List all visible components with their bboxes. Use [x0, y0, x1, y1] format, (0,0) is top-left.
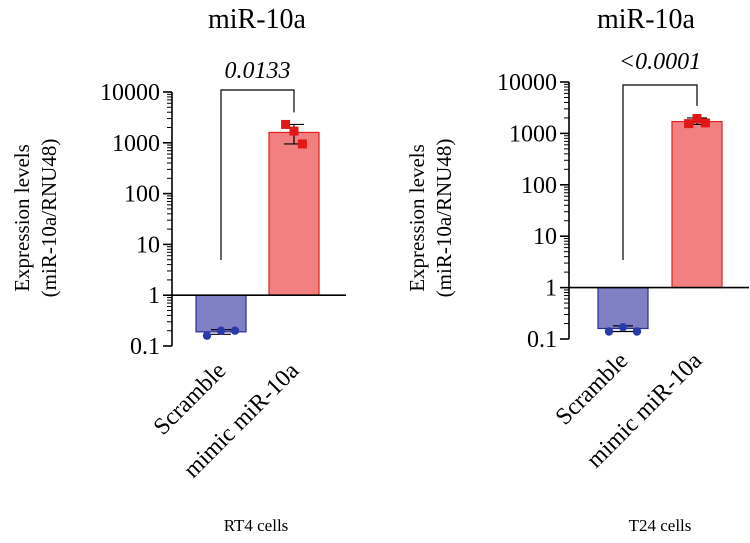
panel-rt4-subtitle: RT4 cells [224, 516, 289, 535]
data-point-mimic [700, 118, 710, 128]
data-point-scramble [632, 327, 642, 336]
y-tick-label: 0.1 [130, 334, 160, 360]
y-tick-label: 10000 [100, 80, 160, 106]
data-point-scramble [216, 326, 226, 335]
panel-rt4-marks: 0.0133 [195, 58, 320, 340]
p-value-annotation: 0.0133 [225, 58, 291, 84]
y-tick-label: 0.1 [527, 327, 557, 353]
panel-t24-marks: <0.0001 [597, 49, 723, 336]
panel-rt4: miR-10a Expression levels (miR-10a/RNU48… [10, 4, 346, 535]
y-tick-label: 1 [545, 276, 557, 302]
y-tick-label: 100 [521, 173, 557, 199]
significance-bracket [622, 84, 698, 260]
bar-mimic-mir-10a [671, 120, 723, 289]
data-point-mimic [684, 119, 694, 129]
y-tick-label: 10000 [497, 70, 557, 96]
significance-bracket [220, 89, 295, 260]
bar-scramble [597, 287, 649, 330]
panel-t24-ylabel-line1: Expression levels [405, 144, 429, 292]
data-point-scramble [230, 326, 240, 335]
data-point-mimic [297, 139, 307, 149]
data-point-scramble [202, 331, 212, 340]
data-point-mimic [289, 126, 299, 136]
y-tick-label: 10 [533, 224, 557, 250]
p-value-annotation: <0.0001 [619, 49, 701, 75]
data-point-mimic [692, 113, 702, 123]
data-point-scramble [604, 327, 614, 336]
y-tick-label: 1 [148, 283, 160, 309]
panel-t24-ylabel-line2: (miR-10a/RNU48) [432, 139, 456, 298]
panel-t24-title: miR-10a [597, 4, 696, 35]
y-tick-label: 10 [136, 232, 160, 258]
data-point-scramble [618, 322, 628, 332]
data-point-mimic [281, 119, 291, 129]
panel-rt4-ylabel-line1: Expression levels [10, 144, 34, 292]
panel-t24: miR-10a Expression levels (miR-10a/RNU48… [405, 4, 749, 535]
y-tick-label: 100 [124, 182, 160, 208]
bar-mimic-mir-10a [268, 131, 320, 296]
y-tick-label: 1000 [509, 121, 557, 147]
bar-scramble [195, 294, 247, 333]
panel-rt4-title: miR-10a [208, 4, 307, 35]
y-tick-label: 1000 [112, 131, 160, 157]
panel-rt4-ylabel-line2: (miR-10a/RNU48) [37, 139, 61, 298]
panel-t24-subtitle: T24 cells [629, 516, 692, 535]
